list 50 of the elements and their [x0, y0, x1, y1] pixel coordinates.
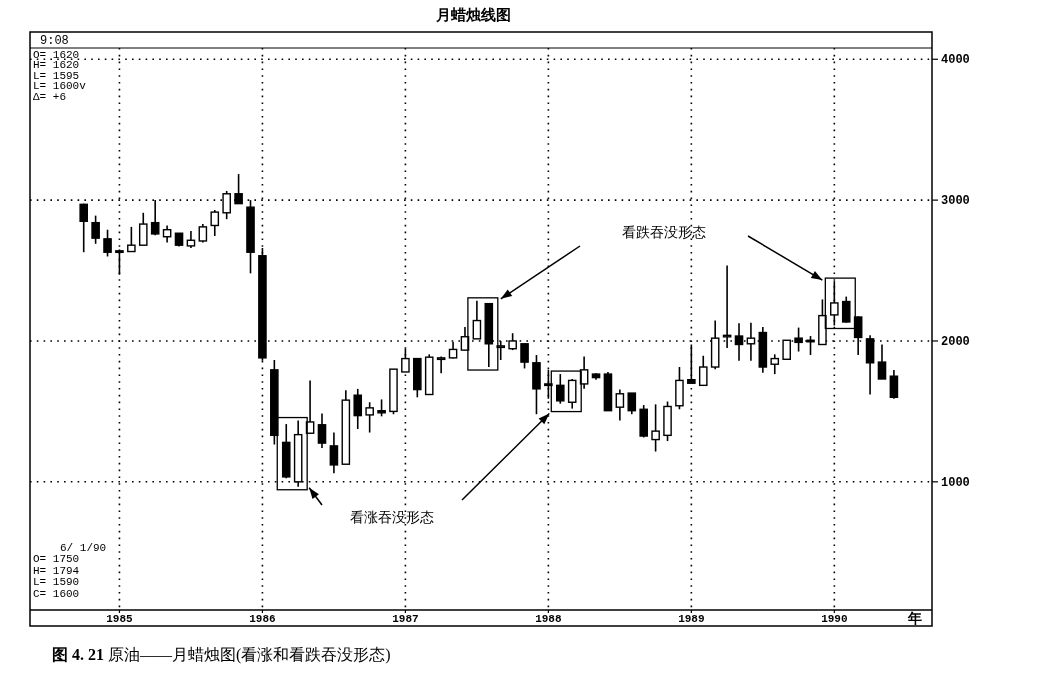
text: 图 4. 21 原油——月蜡烛图(看涨和看跌吞没形态)	[52, 646, 391, 664]
candlestick	[365, 401, 374, 434]
candlestick	[436, 355, 446, 375]
x-tick-label: 1987	[392, 613, 419, 625]
x-tick-label: 1988	[535, 613, 562, 625]
annotation: L= 1600v	[33, 80, 87, 92]
text: 9:08	[40, 34, 69, 48]
y-tick-label: 1000	[941, 475, 970, 490]
annotation: L= 1595	[33, 69, 80, 82]
candlestick	[877, 343, 887, 380]
annotation: 6/ 1/90	[60, 542, 107, 554]
candlestick	[841, 295, 851, 324]
candlestick	[627, 392, 637, 416]
candlestick	[103, 228, 112, 258]
candlestick	[138, 212, 148, 246]
y-tick-label: 4000	[941, 53, 970, 68]
candlestick	[329, 431, 339, 475]
candlestick	[353, 388, 363, 430]
chart-title: 月蜡烛线图	[434, 6, 511, 23]
y-tick-label: 2000	[941, 334, 970, 349]
candlestick	[115, 248, 124, 276]
candlestick	[567, 378, 577, 410]
candlestick	[91, 214, 100, 245]
candlestick	[687, 343, 696, 385]
x-axis-title: 年	[907, 610, 922, 626]
candlestick	[79, 202, 88, 254]
annotation: H= 1620	[33, 59, 80, 71]
annotation: H= 1794	[33, 564, 80, 577]
candlestick	[770, 353, 780, 375]
candlestick	[210, 209, 220, 237]
candlestick	[615, 388, 625, 422]
candlestick	[698, 354, 708, 387]
candlestick	[127, 226, 136, 253]
annotation: 看跌吞没形态	[622, 224, 706, 240]
annotation: O= 1750	[33, 553, 80, 565]
annotation: C= 1600	[33, 587, 80, 600]
x-tick-label: 1990	[821, 613, 848, 625]
x-tick-label: 1989	[678, 613, 705, 625]
candlestick	[889, 369, 899, 400]
annotation: 看涨吞没形态	[350, 509, 434, 525]
candlestick	[555, 373, 565, 405]
x-tick-label: 1986	[249, 613, 276, 625]
y-tick-label: 3000	[941, 194, 970, 209]
annotation: Δ= +6	[33, 90, 67, 103]
annotation: O= 1620	[33, 48, 80, 61]
x-tick-label: 1985	[106, 613, 134, 625]
candlestick	[234, 173, 243, 205]
candlestick	[317, 412, 327, 449]
candlestick	[651, 403, 660, 453]
annotation: L= 1590	[33, 576, 80, 588]
